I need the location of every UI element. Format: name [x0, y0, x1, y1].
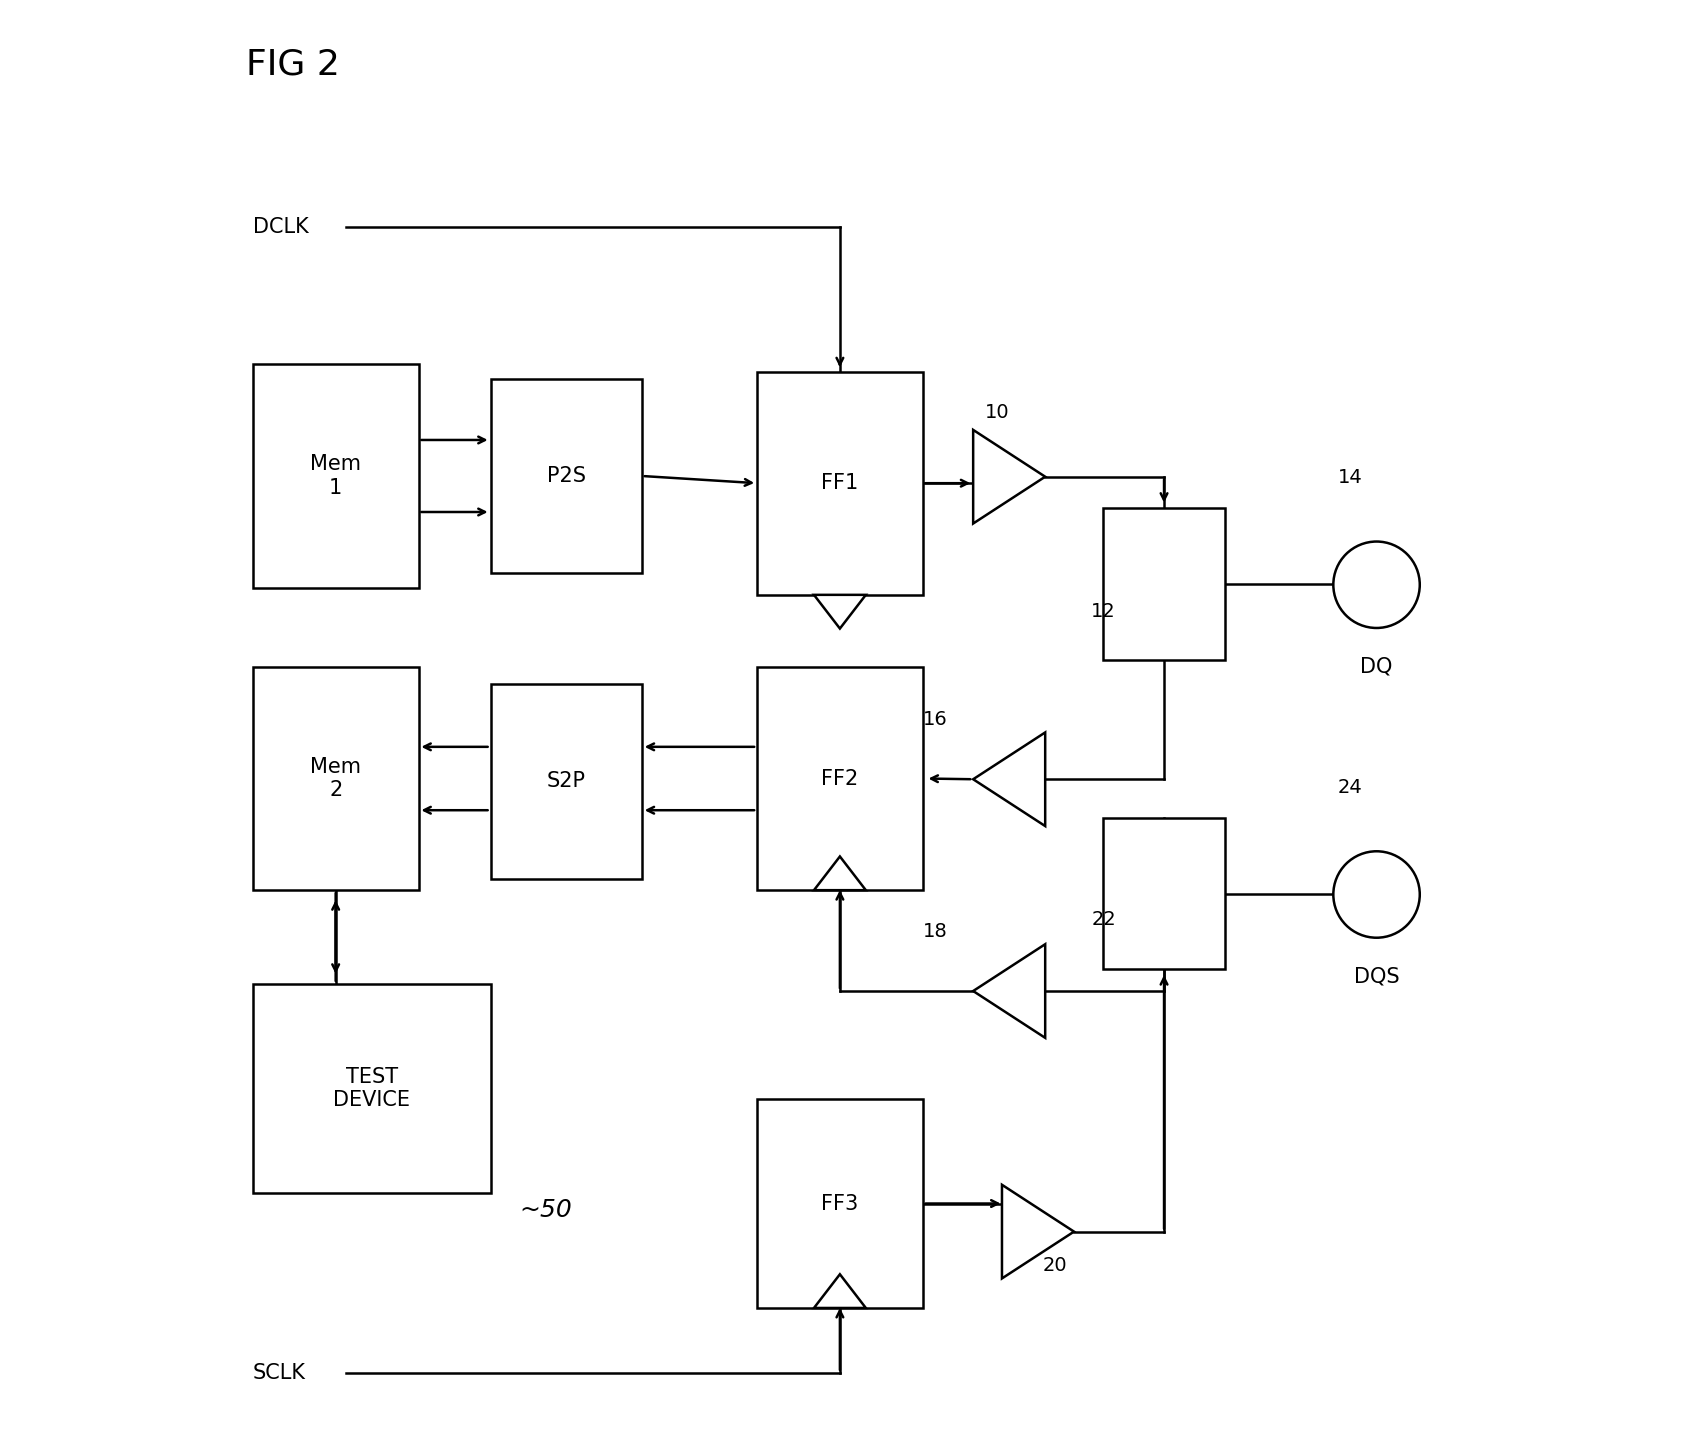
Bar — [491, 684, 641, 878]
Text: SCLK: SCLK — [253, 1364, 305, 1382]
Bar — [1103, 819, 1225, 969]
Polygon shape — [973, 945, 1046, 1037]
Text: 18: 18 — [923, 922, 948, 940]
Text: Mem
1: Mem 1 — [310, 455, 361, 497]
Bar — [253, 984, 491, 1193]
Bar — [491, 378, 641, 574]
Bar — [757, 667, 923, 890]
Polygon shape — [813, 596, 865, 629]
Text: DQ: DQ — [1360, 656, 1393, 677]
Polygon shape — [1002, 1185, 1075, 1278]
Text: 12: 12 — [1091, 601, 1117, 620]
Polygon shape — [973, 430, 1046, 523]
Text: FF2: FF2 — [822, 768, 859, 788]
Bar — [757, 1100, 923, 1308]
Circle shape — [1333, 542, 1420, 627]
Text: ~50: ~50 — [520, 1198, 572, 1222]
Text: 10: 10 — [985, 403, 1009, 422]
Text: 22: 22 — [1091, 910, 1117, 929]
Text: P2S: P2S — [547, 467, 585, 485]
Text: 24: 24 — [1338, 778, 1363, 797]
Text: DQS: DQS — [1353, 966, 1399, 987]
Text: FF3: FF3 — [822, 1194, 859, 1213]
Text: S2P: S2P — [547, 771, 585, 791]
Text: Mem
2: Mem 2 — [310, 756, 361, 800]
Polygon shape — [813, 1274, 865, 1308]
Text: DCLK: DCLK — [253, 217, 309, 238]
Text: TEST
DEVICE: TEST DEVICE — [332, 1066, 410, 1110]
Text: FF1: FF1 — [822, 474, 859, 493]
Text: 14: 14 — [1338, 468, 1363, 487]
Polygon shape — [813, 856, 865, 890]
Bar — [757, 371, 923, 596]
Bar — [1103, 509, 1225, 659]
Polygon shape — [973, 732, 1046, 826]
Text: 16: 16 — [923, 710, 948, 729]
Bar — [253, 364, 418, 588]
Circle shape — [1333, 851, 1420, 938]
Text: FIG 2: FIG 2 — [246, 48, 339, 81]
Bar — [253, 667, 418, 890]
Text: 20: 20 — [1043, 1256, 1066, 1275]
